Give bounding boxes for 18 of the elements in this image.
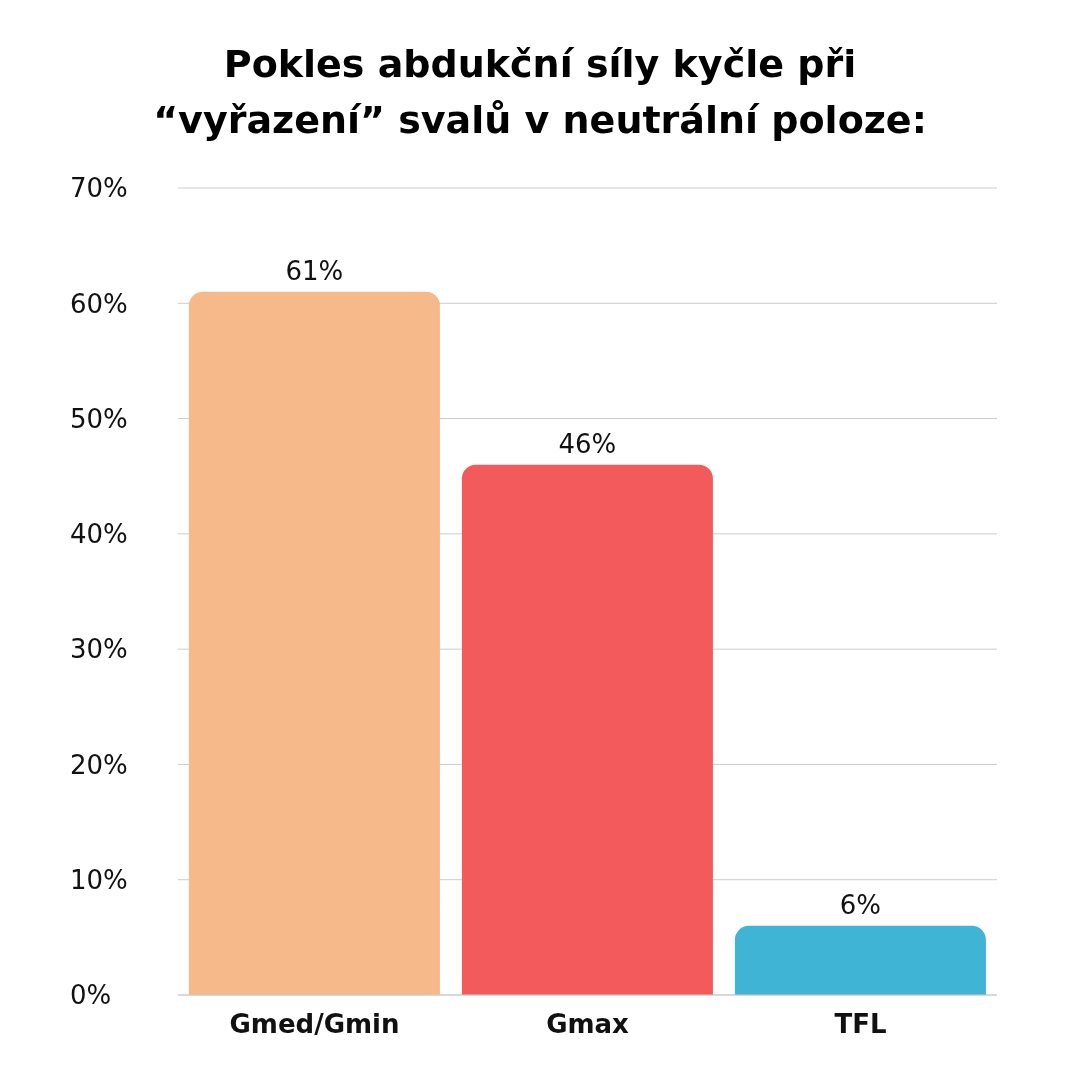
bar	[461, 464, 713, 995]
chart-title: Pokles abdukční síly kyčle při “vyřazení” svalů v neutrální poloze:	[152, 40, 928, 144]
y-tick-label: 40%	[70, 519, 128, 550]
y-tick-label: 30%	[70, 634, 128, 665]
bar	[188, 291, 440, 995]
y-tick-label: 10%	[70, 864, 128, 895]
bar	[734, 925, 986, 995]
x-tick-label: TFL	[834, 1009, 887, 1040]
data-label: 6%	[839, 889, 882, 920]
y-tick-label: 50%	[70, 403, 128, 434]
y-tick-label: 70%	[70, 173, 128, 204]
x-tick-label: Gmax	[546, 1009, 630, 1040]
data-label: 61%	[285, 255, 344, 286]
y-tick-label: 60%	[70, 288, 128, 319]
data-label: 46%	[558, 428, 617, 459]
y-tick-label: 20%	[70, 749, 128, 780]
x-tick-label: Gmed/Gmin	[229, 1009, 400, 1040]
y-tick-label: 0%	[70, 980, 112, 1011]
